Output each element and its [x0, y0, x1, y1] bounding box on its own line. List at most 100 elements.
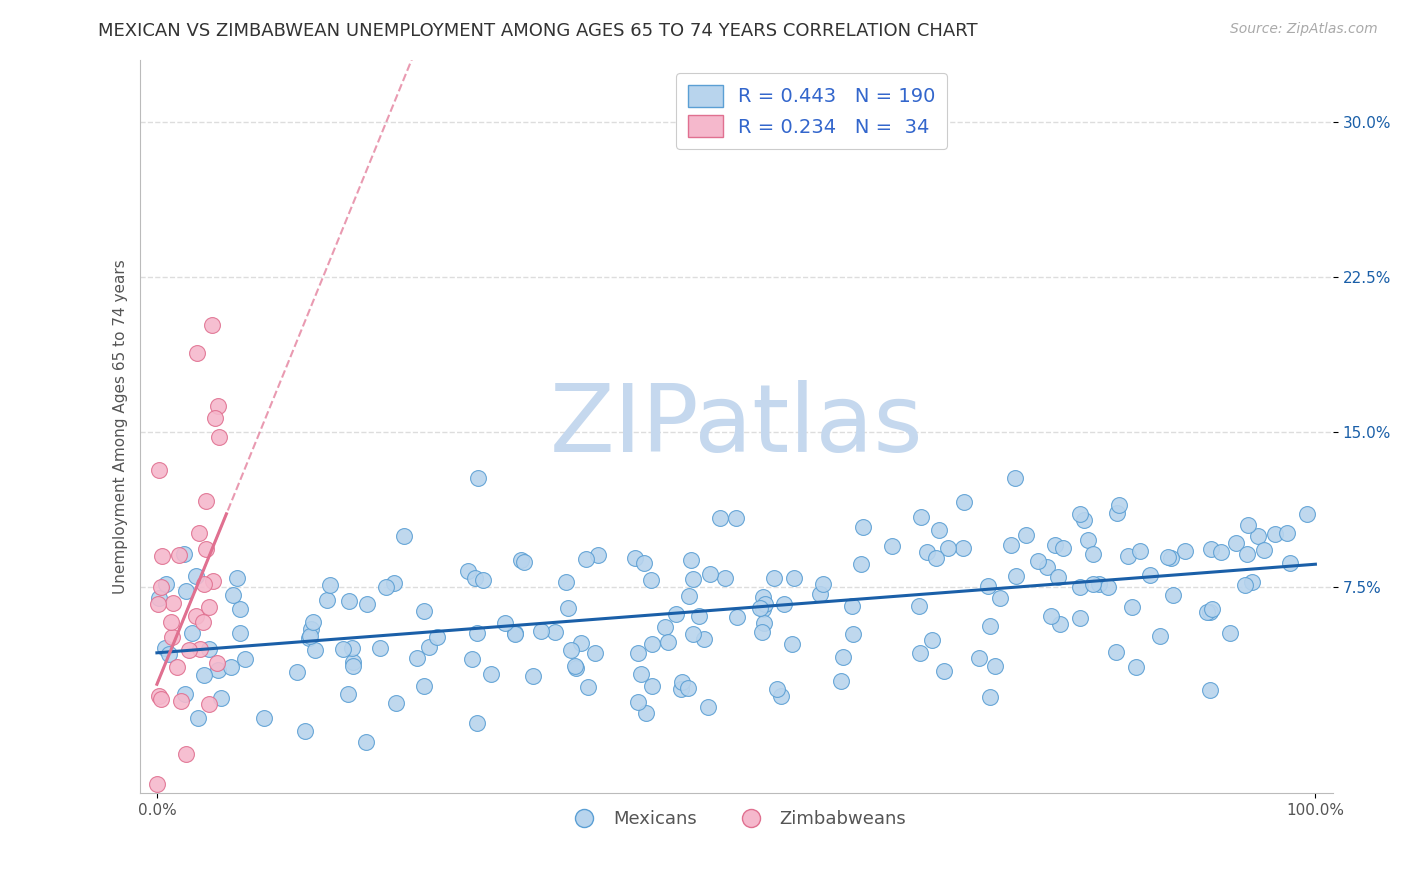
Point	[979, 619, 1001, 633]
Point	[169, 694, 191, 708]
Point	[253, 711, 276, 725]
Point	[464, 571, 486, 585]
Point	[188, 642, 211, 657]
Point	[1039, 609, 1062, 624]
Point	[990, 591, 1012, 606]
Point	[1125, 660, 1147, 674]
Point	[640, 637, 662, 651]
Point	[233, 651, 256, 665]
Point	[207, 663, 229, 677]
Point	[586, 548, 609, 562]
Point	[207, 399, 229, 413]
Point	[984, 659, 1007, 673]
Point	[1211, 545, 1233, 559]
Point	[148, 463, 170, 477]
Point	[682, 572, 704, 586]
Point	[1275, 525, 1298, 540]
Point	[153, 640, 176, 655]
Point	[1201, 602, 1223, 616]
Point	[564, 659, 586, 673]
Point	[467, 471, 489, 485]
Point	[936, 541, 959, 556]
Point	[762, 571, 785, 585]
Point	[1108, 498, 1130, 512]
Point	[222, 587, 245, 601]
Point	[953, 495, 976, 509]
Point	[195, 494, 218, 508]
Point	[676, 681, 699, 695]
Point	[569, 636, 592, 650]
Y-axis label: Unemployment Among Ages 65 to 74 years: Unemployment Among Ages 65 to 74 years	[114, 259, 128, 594]
Point	[184, 608, 207, 623]
Point	[727, 609, 749, 624]
Point	[783, 571, 806, 585]
Point	[1026, 553, 1049, 567]
Point	[575, 552, 598, 566]
Point	[688, 609, 710, 624]
Point	[1219, 626, 1241, 640]
Point	[1174, 544, 1197, 558]
Point	[841, 626, 863, 640]
Point	[640, 573, 662, 587]
Point	[1081, 576, 1104, 591]
Point	[754, 616, 776, 631]
Point	[714, 571, 737, 585]
Point	[830, 673, 852, 688]
Point	[479, 666, 502, 681]
Point	[849, 558, 872, 572]
Point	[630, 667, 652, 681]
Point	[173, 687, 195, 701]
Point	[1052, 541, 1074, 556]
Point	[208, 429, 231, 443]
Point	[513, 555, 536, 569]
Point	[626, 646, 648, 660]
Point	[1036, 560, 1059, 574]
Point	[191, 615, 214, 629]
Point	[1195, 605, 1218, 619]
Point	[1295, 507, 1317, 521]
Point	[165, 831, 187, 846]
Point	[354, 734, 377, 748]
Point	[530, 624, 553, 638]
Point	[1240, 575, 1263, 590]
Point	[1073, 513, 1095, 527]
Point	[204, 410, 226, 425]
Point	[907, 599, 929, 613]
Point	[285, 665, 308, 680]
Point	[1015, 527, 1038, 541]
Point	[174, 747, 197, 761]
Point	[641, 679, 664, 693]
Point	[179, 643, 201, 657]
Point	[921, 633, 943, 648]
Point	[148, 689, 170, 703]
Point	[187, 525, 209, 540]
Point	[342, 655, 364, 669]
Point	[198, 697, 221, 711]
Point	[173, 547, 195, 561]
Point	[1087, 577, 1109, 591]
Point	[460, 652, 482, 666]
Point	[1069, 580, 1091, 594]
Point	[576, 680, 599, 694]
Point	[773, 597, 796, 611]
Point	[465, 626, 488, 640]
Point	[1121, 599, 1143, 614]
Point	[1253, 543, 1275, 558]
Point	[841, 599, 863, 614]
Point	[1105, 506, 1128, 520]
Point	[565, 661, 588, 675]
Point	[166, 659, 188, 673]
Point	[977, 579, 1000, 593]
Point	[1278, 556, 1301, 570]
Point	[624, 551, 647, 566]
Point	[340, 640, 363, 655]
Point	[159, 615, 181, 629]
Text: ZIPatlas: ZIPatlas	[550, 381, 922, 473]
Point	[201, 574, 224, 589]
Point	[636, 706, 658, 720]
Point	[1139, 568, 1161, 582]
Point	[195, 542, 218, 557]
Point	[1081, 547, 1104, 561]
Point	[679, 552, 702, 566]
Point	[925, 551, 948, 566]
